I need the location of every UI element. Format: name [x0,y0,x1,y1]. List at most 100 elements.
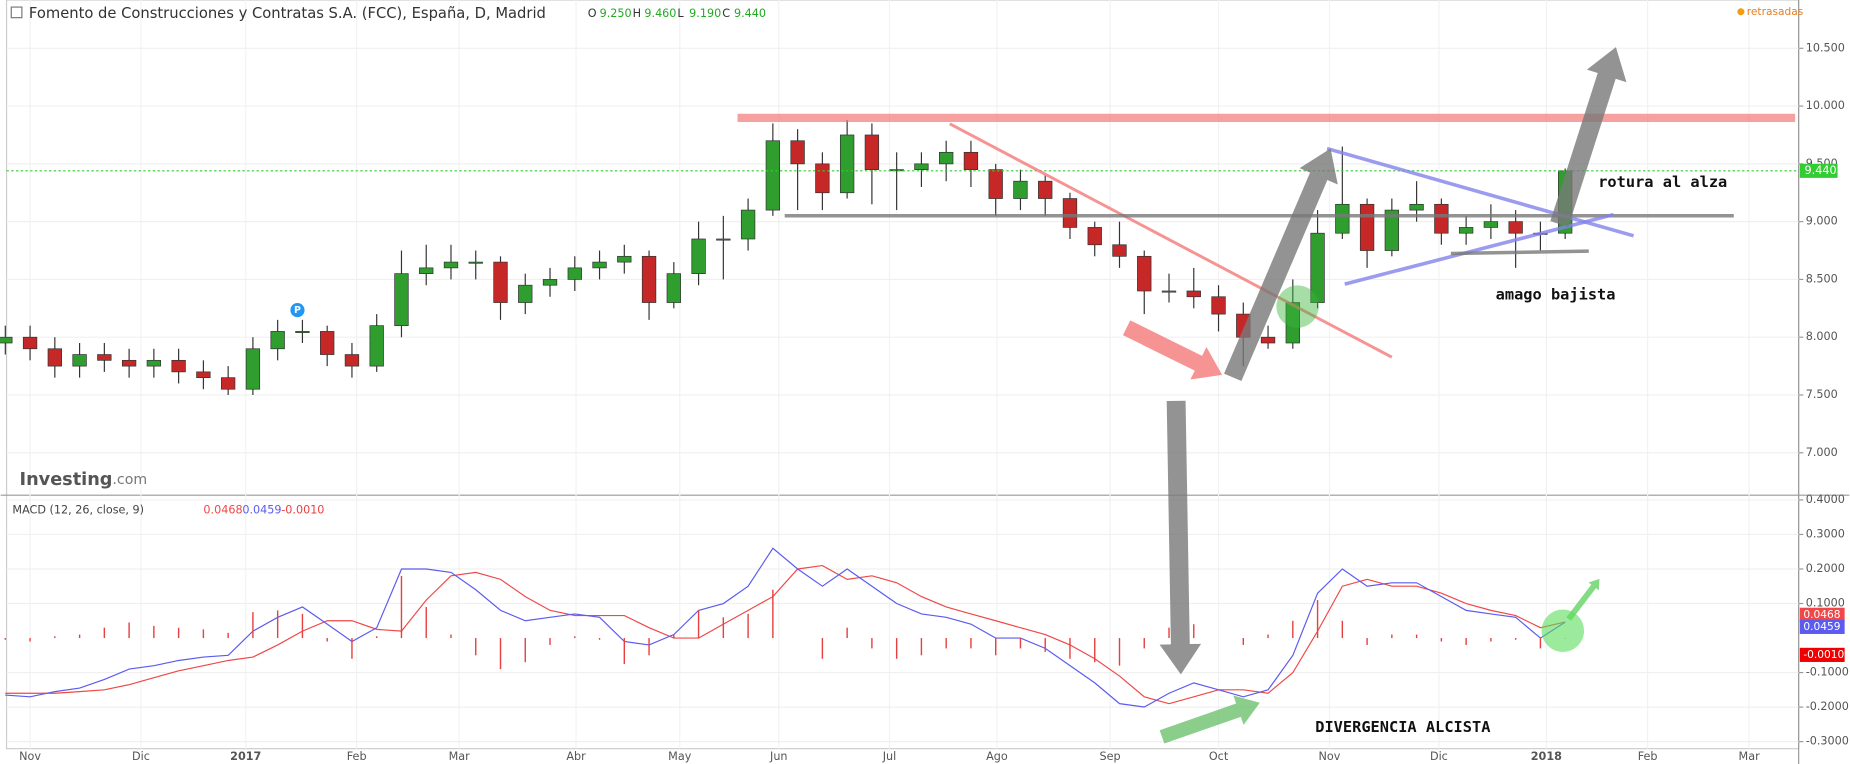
ohlc-key: H [633,7,641,20]
ohlc-key: O [588,7,597,20]
x-tick-label: 2018 [1531,750,1562,763]
collapse-icon[interactable] [10,6,23,19]
candle-body [939,151,954,165]
y-tick-label: 7.500 [1806,388,1838,401]
value-tag [1799,647,1845,662]
x-tick-label: Mar [1739,750,1761,763]
arrow [1159,400,1202,675]
candle-body [468,261,483,264]
arrow [1122,320,1223,380]
arrow [1566,578,1600,621]
candle-body [1186,290,1201,298]
candle-body [72,354,87,367]
candle-body [1458,227,1474,234]
x-tick-label: Abr [566,750,586,763]
candle-body [889,169,904,172]
y-tick-label: 0.2000 [1806,562,1845,575]
y-tick-label: 8.000 [1806,330,1838,343]
candle-body [295,331,310,333]
y-tick-label: -0.2000 [1806,700,1849,713]
candle-body [369,325,384,367]
x-tick-label: Dic [132,750,150,763]
trend-line [1344,212,1614,286]
macd-line [5,564,1566,705]
candle-body [1409,203,1424,211]
candle-body [815,163,830,194]
macd-line [5,547,1566,708]
candle-body [171,359,186,373]
x-tick-label: Jun [769,750,787,763]
dividend-marker-label: P [294,305,301,316]
x-tick-label: Jul [882,750,897,763]
candle-body [914,163,929,170]
x-tick-label: 2017 [230,750,261,763]
candle-body [270,331,285,350]
value-tag-label: 0.0468 [1803,608,1840,621]
candle-body [518,284,533,303]
x-tick-label: Mar [449,750,471,763]
candle-body [1112,244,1127,257]
candle-body [1508,221,1523,234]
x-tick-label: Nov [1319,750,1341,763]
x-tick-label: Oct [1209,750,1229,763]
candle-body [1161,290,1177,293]
x-tick-label: Ago [986,750,1008,763]
brand-logo: Investing.com [20,470,148,490]
last-price-tag [1799,163,1838,178]
candle-body [988,169,1003,199]
legend-value: 0.0468 [203,504,242,517]
candle-body [592,261,607,269]
candle-body [1211,296,1226,315]
candle-body [666,273,681,303]
candle-body [1062,198,1078,228]
y-tick-label: -0.1000 [1806,666,1849,679]
ohlc-value: 9.190 [689,7,721,20]
candle-body [641,255,657,303]
x-tick-label: Nov [19,750,41,763]
annotation: amago bajista [1496,285,1616,303]
candle-body [344,354,360,367]
candle-body [320,331,335,355]
legend-value: 0.0459 [242,504,281,517]
brand-suffix: .com [112,472,147,488]
candle-body [121,359,137,367]
dividend-marker[interactable] [290,303,305,318]
candle-body [47,348,62,367]
last-price-label: 9.440 [1805,164,1837,177]
candle-body [963,151,979,170]
candle-body [1038,180,1053,199]
candle-body [419,267,434,275]
trend-line [949,122,1393,359]
candle-body [864,134,880,170]
candle-body [740,209,756,240]
candle-body [1285,302,1300,344]
ohlc-key: C [722,7,730,20]
candle-body [1359,203,1375,251]
y-tick-label: 0.1000 [1806,597,1845,610]
candle-body [1087,227,1102,246]
y-tick-label: 9.000 [1806,215,1838,228]
value-tag [1799,619,1845,634]
ohlc-key: L [677,7,684,20]
candle-body [220,377,236,390]
highlight-circle [1541,609,1585,652]
candle-body [196,371,211,379]
x-tick-label: Sep [1100,750,1121,763]
candle-body [493,261,508,303]
y-tick-label: 0.4000 [1806,493,1845,506]
ohlc-value: 9.460 [644,7,676,20]
value-tag [1799,607,1845,622]
y-tick-label: 0.3000 [1806,527,1845,540]
y-tick-label: 10.500 [1806,41,1845,54]
candle-body [567,267,582,280]
macd-title: MACD (12, 26, close, 9) [12,504,144,517]
y-tick-label: 10.000 [1806,99,1845,112]
candle-body [22,336,38,350]
x-tick-label: Feb [1638,750,1658,763]
delay-note: retrasadas [1747,5,1804,18]
candle-body [245,348,261,390]
candle-body [617,255,632,263]
candle-body [716,238,731,241]
candle-body [765,140,781,211]
